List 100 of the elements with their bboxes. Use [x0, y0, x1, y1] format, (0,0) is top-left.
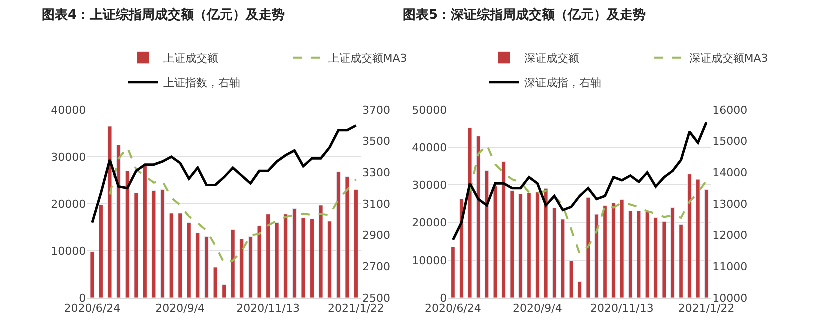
bar — [527, 192, 532, 298]
bar — [204, 236, 209, 298]
bar — [662, 221, 667, 298]
bar — [460, 198, 464, 298]
bar — [240, 239, 244, 298]
x-tick-label: 2021/1/22 — [678, 302, 735, 316]
y-tick-label: 0 — [440, 292, 448, 305]
y-tick-label: 40000 — [412, 141, 448, 154]
x-tick-label: 2021/1/22 — [328, 302, 384, 316]
y2-tick-label: 2700 — [362, 260, 391, 274]
x-tick-label: 2020/9/4 — [512, 302, 562, 316]
chart-title: 图表4：上证综指周成交额（亿元）及走势 — [42, 7, 286, 23]
y2-tick-label: 3500 — [362, 135, 391, 148]
bar — [169, 213, 174, 298]
bar — [142, 164, 148, 298]
bar — [90, 252, 95, 298]
y2-tick-label: 3700 — [362, 104, 391, 117]
bar — [222, 284, 227, 298]
y-tick-label: 0 — [79, 292, 86, 305]
bar — [560, 219, 566, 298]
bar — [536, 192, 540, 298]
bar — [328, 221, 332, 298]
x-tick-label: 2020/11/13 — [590, 302, 654, 316]
bar — [612, 203, 616, 298]
bar — [257, 226, 262, 298]
y2-tick-label: 2500 — [362, 292, 391, 305]
bar — [654, 218, 658, 298]
bar — [696, 179, 700, 298]
y2-tick-label: 3300 — [362, 166, 391, 180]
bar — [569, 260, 574, 298]
bar — [152, 190, 156, 298]
bar — [196, 232, 200, 298]
bar — [468, 128, 472, 298]
bar — [186, 222, 192, 298]
y2-tick-label: 10000 — [712, 292, 748, 305]
bar — [160, 190, 165, 298]
bar — [645, 212, 650, 298]
bar — [679, 224, 684, 298]
bar — [628, 210, 633, 298]
y2-tick-label: 14000 — [712, 166, 748, 180]
legend-label: 深证成交额MA3 — [689, 52, 768, 66]
y-tick-label: 10000 — [51, 244, 86, 258]
y2-tick-label: 13000 — [712, 198, 748, 211]
legend-label: 深证成交额 — [524, 52, 580, 66]
bar — [284, 214, 288, 298]
y2-tick-label: 16000 — [712, 104, 748, 117]
x-tick-label: 2020/9/4 — [156, 302, 206, 316]
bar — [318, 205, 324, 298]
bar — [248, 236, 253, 298]
line-series — [91, 124, 358, 224]
bar — [552, 208, 557, 298]
bar — [594, 214, 599, 298]
bar — [178, 213, 183, 298]
bar — [670, 208, 675, 298]
y-tick-label: 10000 — [412, 254, 448, 268]
bar — [108, 126, 112, 298]
bar — [620, 200, 624, 298]
x-tick-label: 2020/11/13 — [236, 302, 300, 316]
y-tick-label: 30000 — [412, 179, 448, 192]
line-series — [452, 121, 708, 242]
legend-label: 上证成交额MA3 — [328, 52, 408, 66]
y2-tick-label: 2900 — [362, 229, 391, 242]
bar — [301, 218, 306, 298]
bar — [116, 145, 122, 298]
y2-tick-label: 15000 — [712, 135, 748, 148]
bar — [125, 170, 130, 298]
legend-label: 上证指数，右轴 — [163, 76, 240, 90]
legend-label: 深证成指，右轴 — [524, 76, 602, 90]
bar — [502, 162, 506, 298]
bar — [292, 208, 297, 298]
bar — [274, 222, 280, 298]
x-tick-label: 2020/6/24 — [64, 302, 121, 316]
bar — [230, 230, 236, 298]
bar — [510, 190, 514, 298]
bar — [354, 190, 358, 298]
bar — [98, 204, 104, 298]
bar — [578, 282, 582, 298]
y2-tick-label: 11000 — [712, 260, 748, 274]
chart-title: 图表5：深证综指周成交额（亿元）及走势 — [403, 7, 646, 23]
bar — [345, 176, 350, 298]
y-tick-label: 20000 — [412, 216, 448, 230]
bar — [134, 192, 139, 298]
bar — [336, 172, 341, 298]
bar — [688, 174, 692, 298]
legend-label: 上证成交额 — [163, 52, 218, 66]
y2-tick-label: 12000 — [712, 229, 748, 242]
bar — [451, 246, 456, 298]
bar — [636, 210, 642, 298]
bar — [493, 186, 498, 298]
bar — [476, 136, 481, 298]
x-tick-label: 2020/6/24 — [425, 302, 482, 316]
bar — [704, 189, 709, 298]
bar — [310, 218, 314, 298]
y-tick-label: 30000 — [51, 150, 86, 164]
bar — [518, 194, 523, 298]
bar — [544, 188, 548, 298]
y-tick-label: 40000 — [51, 104, 86, 117]
bar — [586, 197, 591, 298]
y-tick-label: 20000 — [51, 198, 86, 211]
bar — [603, 206, 608, 298]
